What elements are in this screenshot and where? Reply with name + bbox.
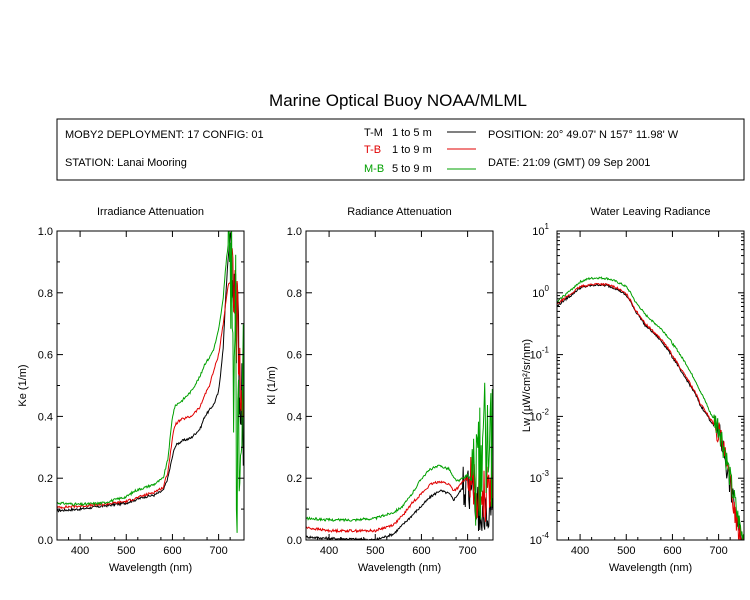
legend-entry-tb: T-B 1 to 9 m <box>364 144 476 156</box>
x-tick-label: 600 <box>412 545 430 557</box>
y-tick-label: 0.2 <box>38 473 53 485</box>
y-tick-label: 1.0 <box>38 226 53 238</box>
y-tick-label: 0.4 <box>38 411 53 423</box>
x-tick-label: 400 <box>320 545 338 557</box>
series-line-m-b <box>306 382 493 526</box>
legend-entry-mb: M-B 5 to 9 m <box>364 163 476 175</box>
series-line-t-b <box>306 456 493 534</box>
legend-depth: 5 to 9 m <box>392 163 432 175</box>
x-tick-label: 500 <box>617 545 635 557</box>
chart-title: Water Leaving Radiance <box>590 206 710 218</box>
x-axis-label: Wavelength (nm) <box>609 562 692 574</box>
x-tick-label: 700 <box>709 545 727 557</box>
x-tick-label: 600 <box>163 545 181 557</box>
y-tick-label: 0.8 <box>287 288 302 300</box>
x-tick-label: 500 <box>366 545 384 557</box>
plots: Irradiance Attenuation Wavelength (nm) Ke … <box>17 206 745 574</box>
y-tick-label: 0.2 <box>287 473 302 485</box>
x-tick-label: 400 <box>71 545 89 557</box>
legend: T-M 1 to 5 m T-B 1 to 9 m M-B 5 to 9 m <box>364 127 476 175</box>
x-axis-label: Wavelength (nm) <box>109 562 192 574</box>
y-tick-label: 0.6 <box>287 350 302 362</box>
y-tick-label: 1.0 <box>287 226 302 238</box>
legend-depth: 1 to 5 m <box>392 127 432 139</box>
y-tick-label: 100 <box>532 284 549 300</box>
y-tick-label: 0.0 <box>287 535 302 547</box>
legend-depth: 1 to 9 m <box>392 144 432 156</box>
legend-entry-tm: T-M 1 to 5 m <box>364 127 476 139</box>
info-box <box>56 118 745 181</box>
y-tick-label: 0.8 <box>38 288 53 300</box>
series-line-t-b <box>57 248 244 510</box>
chart-title: Irradiance Attenuation <box>97 206 204 218</box>
figure-title: Marine Optical Buoy NOAA/MLML <box>269 91 527 110</box>
x-tick-label: 700 <box>209 545 227 557</box>
series-line-m-b <box>557 276 744 540</box>
y-axis-label: Lw (µW/cm²/sr/nm) <box>521 339 533 432</box>
y-tick-label: 101 <box>532 222 549 238</box>
x-tick-label: 500 <box>117 545 135 557</box>
series-group <box>557 276 744 540</box>
y-tick-label: 10-3 <box>530 469 550 485</box>
y-tick-label: 10-4 <box>530 531 550 547</box>
chart-panel: Radiance Attenuation Wavelength (nm) Kl (1… <box>266 206 494 574</box>
legend-code: T-B <box>364 144 381 156</box>
plot-frame <box>305 230 494 541</box>
chart-title: Radiance Attenuation <box>347 206 452 218</box>
legend-code: M-B <box>364 163 384 175</box>
series-line-m-b <box>57 231 244 533</box>
series-group <box>57 231 244 533</box>
y-tick-label: 0.6 <box>38 350 53 362</box>
position-label: POSITION: 20° 49.07' N 157° 11.98' W <box>488 129 679 141</box>
y-axis-label: Kl (1/m) <box>266 366 278 405</box>
x-tick-label: 700 <box>458 545 476 557</box>
series-line-t-m <box>557 283 744 540</box>
legend-code: T-M <box>364 127 383 139</box>
date-label: DATE: 21:09 (GMT) 09 Sep 2001 <box>488 157 650 169</box>
chart-panel: Water Leaving Radiance Wavelength (nm) Lw … <box>521 206 745 574</box>
deployment-label: MOBY2 DEPLOYMENT: 17 CONFIG: 01 <box>65 129 264 141</box>
series-line-t-m <box>57 231 244 513</box>
series-group <box>306 382 493 540</box>
station-label: STATION: Lanai Mooring <box>65 157 187 169</box>
y-axis-label: Ke (1/m) <box>17 364 29 406</box>
x-tick-label: 600 <box>663 545 681 557</box>
x-tick-label: 400 <box>571 545 589 557</box>
y-tick-label: 0.4 <box>287 411 302 423</box>
y-tick-label: 0.0 <box>38 535 53 547</box>
plot-frame <box>556 230 745 541</box>
series-line-t-b <box>557 282 744 540</box>
x-axis-label: Wavelength (nm) <box>358 562 441 574</box>
chart-panel: Irradiance Attenuation Wavelength (nm) Ke … <box>17 206 245 574</box>
